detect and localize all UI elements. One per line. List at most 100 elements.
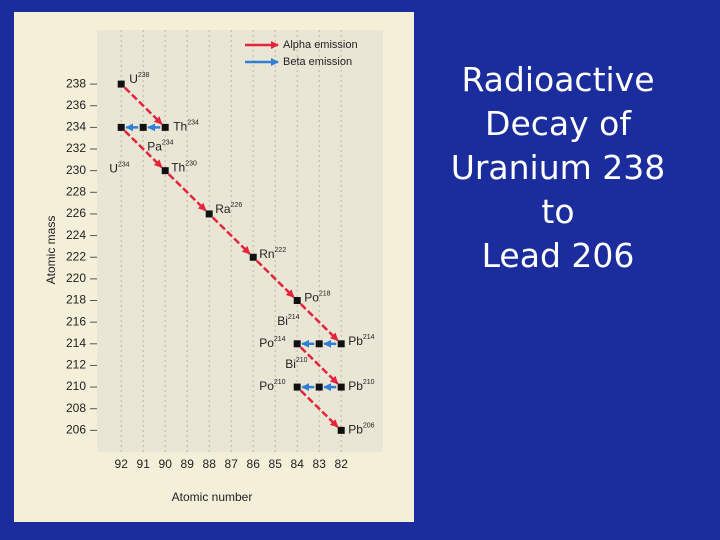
x-axis-title: Atomic number [172, 490, 253, 504]
nuclide [337, 426, 345, 434]
nuclide [293, 383, 301, 391]
title-line: Lead 206 [481, 236, 635, 275]
mass-number: 214 [288, 314, 300, 321]
mass-number: 214 [363, 334, 375, 341]
x-tick-label: 91 [137, 457, 151, 471]
y-tick-label: 222 [66, 249, 86, 263]
y-tick-label: 226 [66, 206, 86, 220]
element: Bi [285, 357, 296, 371]
mass-number: 210 [274, 379, 286, 386]
nuclide-label: Th230 [171, 161, 197, 175]
y-tick-label: 212 [66, 358, 86, 372]
slide-title: Radioactive Decay of Uranium 238 to Lead 206 [420, 58, 696, 278]
element: Th [173, 120, 187, 134]
alpha-arrow [255, 259, 295, 298]
y-tick-label: 210 [66, 379, 86, 393]
x-tick-label: 86 [247, 457, 261, 471]
mass-number: 238 [138, 72, 150, 79]
element: Po [304, 291, 319, 305]
nuclide-label: U234 [109, 161, 129, 175]
legend-label: Beta emission [283, 56, 352, 68]
mass-number: 210 [296, 357, 308, 364]
nuclide [249, 253, 257, 261]
nuclide [117, 80, 125, 88]
x-tick-label: 82 [335, 457, 349, 471]
x-tick-label: 89 [181, 457, 195, 471]
element: Pb [348, 423, 363, 437]
nuclide [315, 340, 323, 348]
y-tick-label: 214 [66, 336, 86, 350]
y-tick-label: 230 [66, 163, 86, 177]
nuclide-label: Po210 [259, 379, 285, 393]
nuclide-label: Bi214 [277, 314, 299, 328]
x-tick-label: 85 [269, 457, 283, 471]
y-axis-title: Atomic mass [44, 216, 58, 285]
nuclide [161, 123, 169, 131]
alpha-arrow [123, 86, 163, 125]
mass-number: 234 [118, 161, 130, 168]
nuclide [161, 167, 169, 175]
nuclide [139, 123, 147, 131]
mass-number: 210 [363, 379, 375, 386]
nuclide-label: Po214 [259, 336, 285, 350]
mass-number: 206 [363, 422, 375, 429]
nuclide-label: Pa234 [147, 139, 173, 153]
mass-number: 226 [231, 202, 243, 209]
y-tick-label: 206 [66, 423, 86, 437]
nuclide [337, 340, 345, 348]
element: U [109, 162, 118, 176]
mass-number: 218 [319, 290, 331, 297]
element: Ra [215, 202, 231, 216]
x-tick-label: 84 [291, 457, 305, 471]
element: Pb [348, 379, 363, 393]
y-tick-label: 238 [66, 76, 86, 90]
mass-number: 234 [162, 139, 174, 146]
element: Po [259, 336, 274, 350]
nuclide-label: Rn222 [259, 247, 286, 261]
x-tick-label: 90 [159, 457, 173, 471]
x-tick-label: 92 [115, 457, 129, 471]
nuclide-label: Po218 [304, 290, 330, 304]
nuclide-label: Pb210 [348, 379, 374, 393]
element: Pb [348, 334, 363, 348]
title-line: Decay of [485, 104, 631, 143]
nuclide-label: Ra226 [215, 202, 242, 216]
nuclide [337, 383, 345, 391]
nuclide-label: Bi210 [285, 357, 307, 371]
element: Th [171, 161, 185, 175]
alpha-arrow [123, 129, 163, 169]
y-tick-label: 236 [66, 98, 86, 112]
alpha-arrow [211, 216, 251, 255]
y-tick-label: 220 [66, 271, 86, 285]
nuclide [293, 297, 301, 305]
element: Pa [147, 140, 162, 154]
nuclide [117, 123, 125, 131]
mass-number: 214 [274, 336, 286, 343]
y-tick-label: 234 [66, 120, 86, 134]
y-tick-label: 232 [66, 141, 86, 155]
mass-number: 230 [185, 161, 197, 168]
x-tick-label: 87 [225, 457, 239, 471]
mass-number: 234 [187, 119, 199, 126]
y-tick-label: 218 [66, 293, 86, 307]
y-tick-label: 224 [66, 228, 86, 242]
alpha-arrow [299, 346, 339, 385]
alpha-arrow [167, 173, 207, 212]
nuclide-label: U238 [129, 72, 149, 86]
nuclide-label: Pb214 [348, 334, 374, 348]
title-line: Uranium 238 [450, 148, 666, 187]
x-tick-label: 88 [203, 457, 217, 471]
nuclide [315, 383, 323, 391]
title-line: to [541, 192, 575, 231]
y-tick-label: 228 [66, 184, 86, 198]
element: Rn [259, 247, 274, 261]
element: U [129, 72, 138, 86]
mass-number: 222 [275, 247, 287, 254]
nuclide-label: Th234 [173, 119, 199, 133]
title-line: Radioactive [461, 60, 655, 99]
nuclide [205, 210, 213, 218]
y-tick-label: 216 [66, 314, 86, 328]
alpha-arrow [299, 303, 339, 342]
